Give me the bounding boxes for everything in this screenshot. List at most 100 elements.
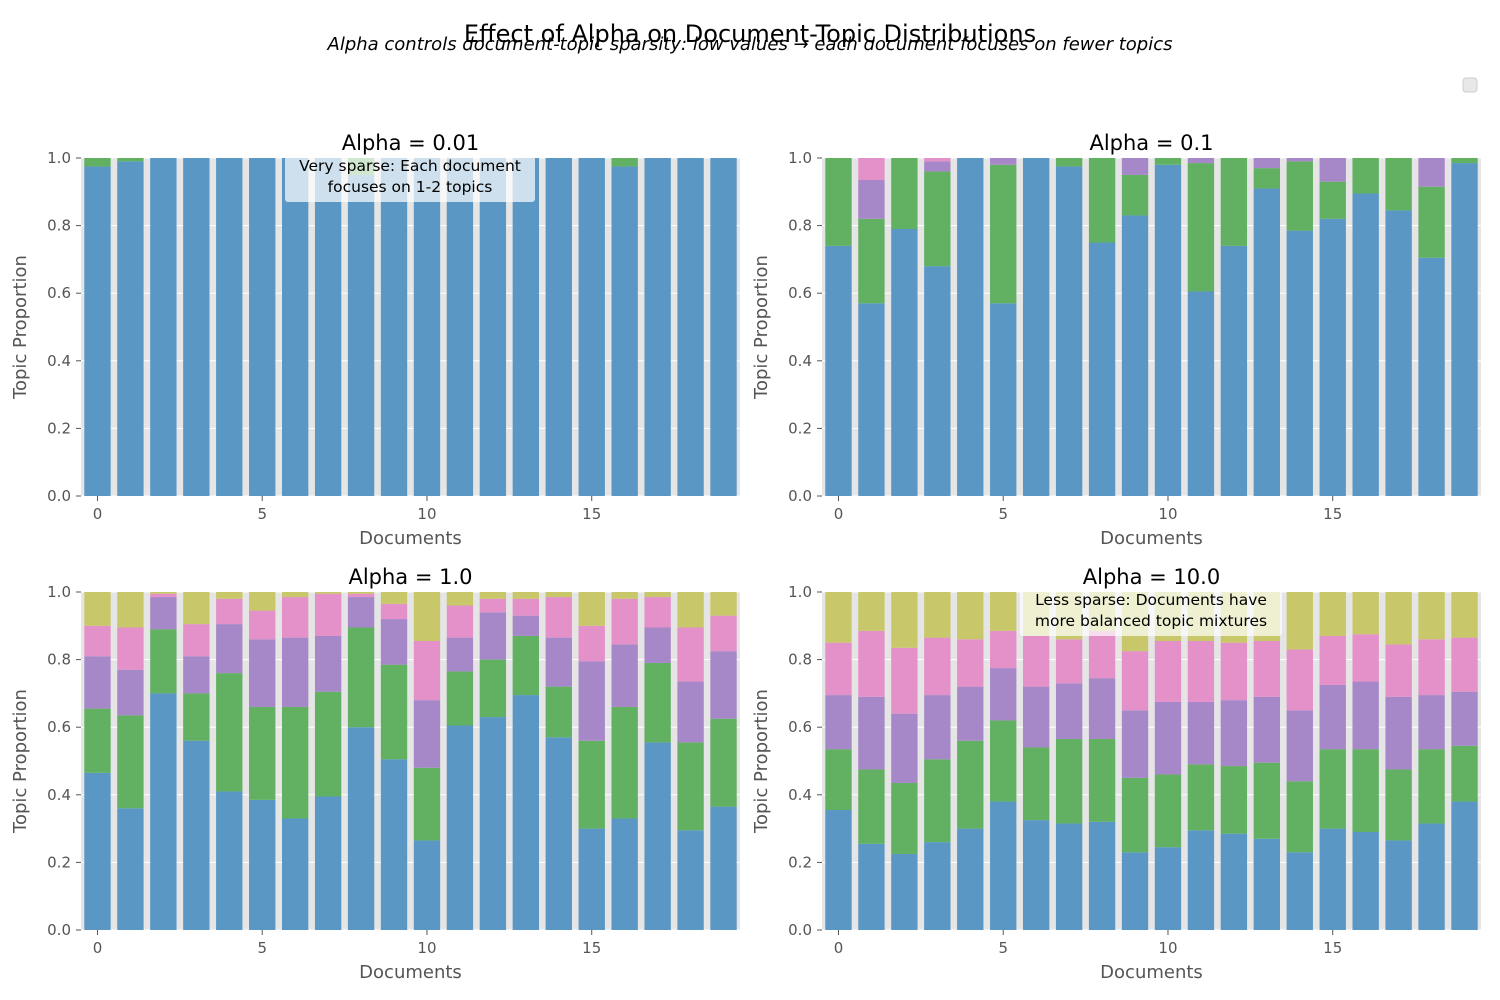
x-tick-label: 0: [93, 939, 103, 957]
bar-doc4-topic4: [957, 639, 984, 687]
bar-doc8-topic1: [347, 727, 375, 930]
bar-doc16-topic4: [1352, 634, 1379, 682]
bar-doc8-topic3: [1088, 678, 1116, 740]
bar-doc18-topic4: [1418, 639, 1445, 696]
bar-doc5-topic1: [990, 801, 1017, 930]
bar-doc6-topic2: [281, 706, 309, 819]
bar-doc1-topic1: [858, 303, 885, 496]
bar-doc9-topic2: [380, 664, 408, 760]
bar-doc17-topic5: [1385, 592, 1412, 645]
bar-doc16-topic1: [611, 818, 638, 930]
bar-doc1-topic3: [858, 179, 885, 219]
panel-1: 0.0 0.2 0.4 0.6 0.8 1.0 0 5 10 15 Documents Topic P…: [10, 131, 740, 549]
bar-doc17-topic5: [644, 592, 671, 598]
bar-doc0-topic3: [825, 695, 852, 750]
bar-doc18-topic1: [677, 830, 704, 930]
plot-area: [822, 158, 1481, 496]
bar-doc0-topic1: [825, 810, 852, 930]
y-axis-label: Topic Proportion: [10, 255, 31, 400]
bar-doc18-topic5: [1418, 592, 1445, 640]
figure-title: Effect of Alpha on Document-Topic Distri…: [464, 20, 1036, 48]
bar-doc1-topic5: [117, 592, 144, 628]
bar-doc18-topic3: [1418, 158, 1445, 187]
bar-doc9-topic1: [380, 759, 408, 930]
bar-doc1-topic2: [858, 218, 885, 304]
x-tick-label: 15: [582, 939, 601, 957]
bar-doc5-topic5: [990, 592, 1017, 631]
y-tick-label: 0.8: [788, 651, 812, 669]
bar-doc7-topic3: [314, 635, 342, 692]
bar-doc4-topic1: [216, 158, 243, 496]
bar-doc0-topic1: [825, 245, 852, 496]
bar-doc10-topic2: [1154, 158, 1182, 165]
bar-doc4-topic2: [957, 740, 984, 829]
bar-doc15-topic3: [1319, 158, 1346, 182]
bar-doc11-topic1: [1187, 830, 1215, 930]
bar-doc3-topic2: [924, 171, 951, 267]
bar-doc1-topic4: [858, 158, 885, 180]
x-tick-label: 10: [1158, 939, 1177, 957]
y-tick-label: 0.8: [47, 217, 71, 235]
bar-doc0-topic4: [84, 625, 111, 657]
y-tick-label: 1.0: [47, 149, 71, 167]
bar-doc0-topic2: [825, 158, 852, 246]
plot-area: [822, 592, 1481, 930]
bar-doc13-topic1: [512, 158, 540, 496]
x-tick-label: 10: [417, 939, 436, 957]
bar-doc12-topic3: [1220, 700, 1248, 767]
bar-doc9-topic1: [380, 158, 408, 496]
bar-doc4-topic3: [216, 624, 243, 674]
bar-doc15-topic1: [1319, 218, 1346, 496]
bar-doc2-topic1: [891, 228, 918, 497]
bar-doc3-topic1: [183, 158, 210, 496]
bar-doc0-topic2: [84, 708, 111, 773]
annotation-line: Less sparse: Documents have: [1035, 591, 1267, 609]
bar-doc18-topic4: [677, 627, 704, 682]
bar-doc3-topic5: [183, 592, 210, 625]
bar-doc7-topic4: [1055, 639, 1083, 684]
bar-doc7-topic1: [1055, 166, 1083, 496]
panel-title: Alpha = 0.1: [1089, 131, 1213, 155]
bar-doc4-topic1: [957, 828, 984, 930]
bar-doc14-topic4: [1286, 649, 1313, 711]
bar-doc17-topic3: [644, 627, 671, 663]
bar-doc17-topic1: [644, 158, 671, 496]
bar-doc12-topic2: [479, 659, 507, 718]
bar-doc9-topic1: [1121, 215, 1149, 496]
bar-doc10-topic2: [1154, 774, 1182, 848]
bar-doc3-topic3: [924, 695, 951, 760]
y-axis-label: Topic Proportion: [751, 255, 772, 400]
bar-doc15-topic4: [578, 625, 605, 662]
bar-doc17-topic1: [1385, 210, 1412, 496]
bar-doc1-topic4: [858, 630, 885, 697]
bar-doc9-topic3: [1121, 158, 1149, 175]
bar-doc14-topic5: [545, 592, 572, 598]
bar-doc17-topic2: [644, 662, 671, 743]
bar-doc9-topic4: [1121, 651, 1149, 711]
bar-doc7-topic2: [1055, 158, 1083, 167]
y-tick-label: 1.0: [788, 149, 812, 167]
bar-doc6-topic3: [281, 637, 309, 707]
x-axis-label: Documents: [359, 962, 462, 983]
bar-doc11-topic1: [446, 158, 474, 496]
bar-doc12-topic1: [1220, 245, 1248, 496]
bar-doc10-topic2: [413, 767, 441, 841]
bar-doc4-topic4: [216, 598, 243, 625]
panel-title: Alpha = 0.01: [342, 131, 479, 155]
bar-doc2-topic1: [150, 693, 177, 930]
bar-doc19-topic1: [1451, 163, 1478, 496]
bar-doc7-topic1: [314, 158, 342, 496]
bar-doc18-topic2: [1418, 186, 1445, 258]
bar-doc17-topic4: [1385, 644, 1412, 697]
bar-doc17-topic4: [644, 597, 671, 628]
bar-doc18-topic2: [677, 742, 704, 831]
bar-doc3-topic2: [924, 759, 951, 843]
bar-doc5-topic3: [990, 158, 1017, 165]
bar-doc12-topic4: [1220, 642, 1248, 701]
y-tick-label: 0.0: [47, 921, 71, 939]
bar-doc1-topic1: [117, 808, 144, 930]
bar-doc8-topic5: [347, 592, 375, 594]
bar-doc6-topic1: [1022, 158, 1050, 496]
bar-doc2-topic2: [891, 782, 918, 854]
bar-doc16-topic4: [611, 598, 638, 645]
